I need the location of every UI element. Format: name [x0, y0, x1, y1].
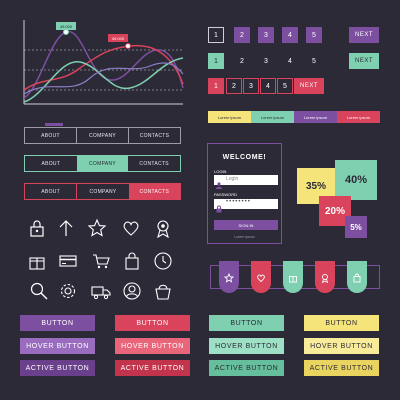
green-active-button[interactable]: ACTIVE BUTTON	[209, 360, 284, 376]
gear-icon	[58, 281, 78, 301]
login-title: WELCOME!	[222, 154, 267, 161]
nav-item-about[interactable]: ABOUT	[41, 160, 61, 167]
nav-item-company[interactable]: COMPANY	[89, 188, 117, 195]
page-button-2[interactable]: 2	[226, 78, 242, 94]
progress-steps: Lorem ipsum Lorem ipsum Lorem ipsum Lore…	[208, 111, 380, 123]
line-chart: 49.000 49.000	[20, 18, 185, 110]
page-button-5[interactable]: 5	[306, 27, 322, 43]
step-2[interactable]: Lorem ipsum	[251, 111, 294, 123]
percent-tag-green: 40%	[335, 160, 377, 200]
heart-icon	[256, 270, 266, 288]
chart-tooltip-red: 49.000	[108, 34, 128, 42]
green-hover-button[interactable]: HOVER BUTTON	[209, 338, 284, 354]
sign-in-button[interactable]: SIGN IN	[214, 220, 278, 230]
series-green-line	[23, 57, 184, 103]
nav-item-about[interactable]: ABOUT	[41, 132, 60, 139]
step-4[interactable]: Lorem ipsum	[337, 111, 380, 123]
nav-item-contacts[interactable]: CONTACTS	[139, 160, 169, 167]
step-1[interactable]: Lorem ipsum	[208, 111, 251, 123]
login-label: LOGIN	[214, 169, 227, 174]
page-button-5[interactable]: 5	[312, 57, 316, 65]
gift-icon	[288, 270, 298, 288]
badge-award[interactable]	[315, 261, 335, 293]
next-button-red[interactable]: NEXT	[294, 78, 324, 94]
page-button-1[interactable]: 1	[208, 53, 224, 69]
nav-bar-2: ABOUT COMPANY CONTACTS	[24, 155, 181, 172]
yellow-active-button[interactable]: ACTIVE BUTTON	[304, 360, 379, 376]
nav-bar-3: ABOUT COMPANY CONTACTS	[24, 183, 181, 200]
page-button-2[interactable]: 2	[240, 57, 244, 65]
login-panel: WELCOME! LOGIN Login PASSWORD •••••••• S…	[207, 143, 282, 244]
purple-button[interactable]: BUTTON	[20, 315, 95, 331]
page-button-3[interactable]: 3	[243, 78, 259, 94]
next-button-green[interactable]: NEXT	[349, 53, 379, 69]
badge-bag[interactable]	[347, 261, 367, 293]
page-button-4[interactable]: 4	[260, 78, 276, 94]
yellow-button[interactable]: BUTTON	[304, 315, 379, 331]
user-icon	[122, 281, 142, 301]
lock-icon	[27, 218, 47, 238]
award-icon	[153, 218, 173, 238]
red-button[interactable]: BUTTON	[115, 315, 190, 331]
star-icon	[223, 270, 235, 288]
page-button-4[interactable]: 4	[288, 57, 292, 65]
page-button-2[interactable]: 2	[234, 27, 250, 43]
yellow-hover-button[interactable]: HOVER BUTTON	[304, 338, 379, 354]
star-icon	[87, 218, 107, 238]
award-icon	[320, 270, 330, 288]
series-blue-line	[23, 62, 184, 95]
page-button-4[interactable]: 4	[282, 27, 298, 43]
password-label: PASSWORD	[214, 192, 238, 197]
page-button-1[interactable]: 1	[208, 78, 224, 94]
purple-hover-button[interactable]: HOVER BUTTON	[20, 338, 95, 354]
page-button-3[interactable]: 3	[258, 27, 274, 43]
purple-active-button[interactable]: ACTIVE BUTTON	[20, 360, 95, 376]
clock-icon	[153, 251, 173, 271]
next-button-purple[interactable]: NEXT	[349, 27, 379, 43]
nav-bar-1: ABOUT COMPANY CONTACTS	[24, 127, 181, 144]
shopping-bag-icon	[122, 251, 142, 271]
credit-card-icon	[58, 251, 78, 271]
badge-star[interactable]	[219, 261, 239, 293]
heart-icon	[121, 218, 141, 238]
nav-item-about[interactable]: ABOUT	[41, 188, 61, 195]
lock-icon	[215, 200, 223, 213]
tooltip-value: 49.000	[111, 35, 125, 41]
forgot-link[interactable]: Lorem ipsum	[234, 235, 255, 239]
nav-item-contacts[interactable]: CONTACTS	[128, 184, 180, 199]
login-field[interactable]: Login	[214, 175, 278, 189]
basket-icon	[153, 281, 173, 301]
password-value: ••••••••	[226, 199, 251, 205]
series-purple-line	[23, 31, 184, 99]
truck-icon	[91, 281, 111, 301]
badge-gift[interactable]	[283, 261, 303, 293]
active-indicator	[45, 123, 63, 126]
page-button-5[interactable]: 5	[277, 78, 293, 94]
red-hover-button[interactable]: HOVER BUTTON	[115, 338, 190, 354]
cart-icon	[91, 251, 111, 271]
green-button[interactable]: BUTTON	[209, 315, 284, 331]
login-value: Login	[226, 176, 239, 182]
user-icon	[215, 176, 223, 189]
nav-item-company[interactable]: COMPANY	[88, 132, 116, 139]
page-button-1[interactable]: 1	[208, 27, 224, 43]
step-3[interactable]: Lorem ipsum	[294, 111, 337, 123]
shopping-bag-icon	[352, 270, 362, 288]
password-field[interactable]: ••••••••	[214, 199, 278, 213]
tooltip-value: 49.000	[59, 23, 73, 29]
nav-item-contacts[interactable]: CONTACTS	[139, 132, 170, 139]
arrow-up-icon	[56, 218, 76, 238]
percent-tag-purple: 5%	[345, 216, 367, 238]
page-button-3[interactable]: 3	[264, 57, 268, 65]
badge-heart[interactable]	[251, 261, 271, 293]
red-active-button[interactable]: ACTIVE BUTTON	[115, 360, 190, 376]
search-icon	[29, 281, 49, 301]
chart-tooltip-green: 49.000	[56, 22, 76, 30]
nav-item-company[interactable]: COMPANY	[76, 156, 129, 171]
gift-icon	[27, 251, 47, 271]
